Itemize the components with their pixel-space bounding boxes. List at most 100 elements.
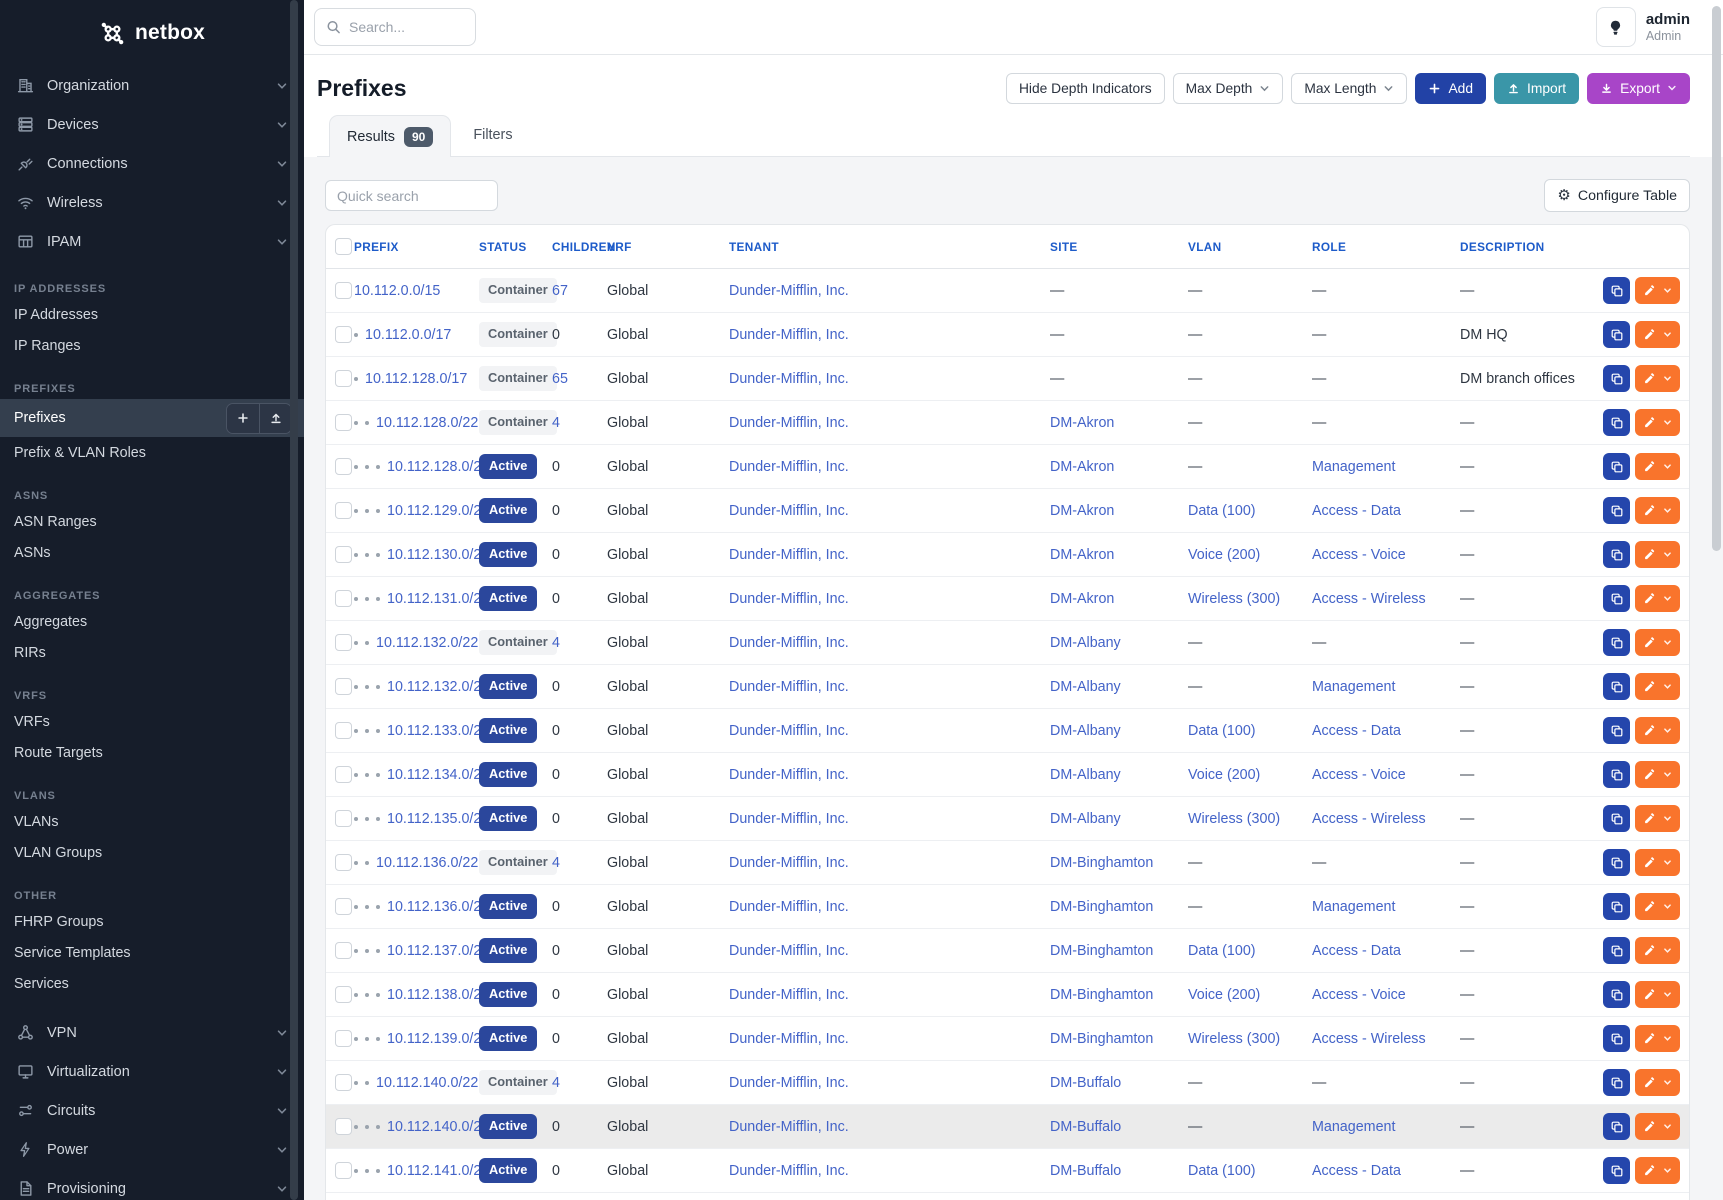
clone-button[interactable] bbox=[1603, 1113, 1630, 1140]
site-link[interactable]: DM-Akron bbox=[1050, 590, 1115, 607]
role-link[interactable]: Access - Voice bbox=[1312, 546, 1406, 563]
role-link[interactable]: Access - Wireless bbox=[1312, 810, 1426, 827]
tenant-link[interactable]: Dunder-Mifflin, Inc. bbox=[729, 282, 849, 299]
tenant-link[interactable]: Dunder-Mifflin, Inc. bbox=[729, 326, 849, 343]
role-link[interactable]: Management bbox=[1312, 1118, 1396, 1135]
vlan-link[interactable]: Voice (200) bbox=[1188, 546, 1261, 563]
prefix-link[interactable]: 10.112.130.0/24 bbox=[387, 546, 490, 563]
site-link[interactable]: DM-Albany bbox=[1050, 810, 1121, 827]
tenant-link[interactable]: Dunder-Mifflin, Inc. bbox=[729, 722, 849, 739]
prefix-link[interactable]: 10.112.132.0/28 bbox=[387, 678, 490, 695]
clone-button[interactable] bbox=[1603, 717, 1630, 744]
clone-button[interactable] bbox=[1603, 1025, 1630, 1052]
tenant-link[interactable]: Dunder-Mifflin, Inc. bbox=[729, 546, 849, 563]
column-header-vrf[interactable]: VRF bbox=[607, 239, 632, 254]
edit-button[interactable] bbox=[1635, 1025, 1680, 1052]
prefix-link[interactable]: 10.112.140.0/22 bbox=[376, 1074, 479, 1091]
prefix-link[interactable]: 10.112.0.0/17 bbox=[365, 326, 452, 343]
row-checkbox[interactable] bbox=[335, 546, 352, 563]
upload-button[interactable] bbox=[259, 403, 291, 433]
prefix-link[interactable]: 10.112.129.0/24 bbox=[387, 502, 490, 519]
tenant-link[interactable]: Dunder-Mifflin, Inc. bbox=[729, 590, 849, 607]
sidebar-scrollbar[interactable] bbox=[290, 0, 298, 1200]
edit-button[interactable] bbox=[1635, 585, 1680, 612]
children-count-link[interactable]: 4 bbox=[552, 1074, 560, 1091]
row-checkbox[interactable] bbox=[335, 634, 352, 651]
tenant-link[interactable]: Dunder-Mifflin, Inc. bbox=[729, 678, 849, 695]
vlan-link[interactable]: Data (100) bbox=[1188, 722, 1256, 739]
prefix-link[interactable]: 10.112.0.0/15 bbox=[354, 282, 441, 299]
children-count-link[interactable]: 4 bbox=[552, 634, 560, 651]
row-checkbox[interactable] bbox=[335, 1074, 352, 1091]
clone-button[interactable] bbox=[1603, 321, 1630, 348]
tab-filters[interactable]: Filters bbox=[451, 114, 534, 156]
user-info[interactable]: admin Admin bbox=[1646, 11, 1690, 44]
netbox-logo[interactable]: netbox bbox=[0, 0, 304, 56]
row-checkbox[interactable] bbox=[335, 326, 352, 343]
row-checkbox[interactable] bbox=[335, 370, 352, 387]
clone-button[interactable] bbox=[1603, 541, 1630, 568]
quick-search-input[interactable] bbox=[325, 180, 498, 211]
sidebar-item-devices[interactable]: Devices bbox=[0, 105, 304, 144]
edit-button[interactable] bbox=[1635, 761, 1680, 788]
tenant-link[interactable]: Dunder-Mifflin, Inc. bbox=[729, 986, 849, 1003]
column-header-site[interactable]: SITE bbox=[1050, 239, 1078, 254]
vlan-link[interactable]: Data (100) bbox=[1188, 942, 1256, 959]
edit-button[interactable] bbox=[1635, 893, 1680, 920]
clone-button[interactable] bbox=[1603, 937, 1630, 964]
column-header-role[interactable]: ROLE bbox=[1312, 239, 1347, 254]
role-link[interactable]: Management bbox=[1312, 458, 1396, 475]
row-checkbox[interactable] bbox=[335, 458, 352, 475]
row-checkbox[interactable] bbox=[335, 986, 352, 1003]
clone-button[interactable] bbox=[1603, 1069, 1630, 1096]
vlan-link[interactable]: Voice (200) bbox=[1188, 766, 1261, 783]
role-link[interactable]: Access - Wireless bbox=[1312, 590, 1426, 607]
sidebar-item-connections[interactable]: Connections bbox=[0, 144, 304, 183]
site-link[interactable]: DM-Buffalo bbox=[1050, 1074, 1122, 1091]
site-link[interactable]: DM-Akron bbox=[1050, 458, 1115, 475]
edit-button[interactable] bbox=[1635, 277, 1680, 304]
row-checkbox[interactable] bbox=[335, 942, 352, 959]
tenant-link[interactable]: Dunder-Mifflin, Inc. bbox=[729, 1074, 849, 1091]
children-count-link[interactable]: 65 bbox=[552, 370, 568, 387]
edit-button[interactable] bbox=[1635, 1157, 1680, 1184]
sidebar-item-services[interactable]: Services bbox=[0, 968, 304, 999]
clone-button[interactable] bbox=[1603, 277, 1630, 304]
sidebar-item-ip-addresses[interactable]: IP Addresses bbox=[0, 299, 304, 330]
prefix-link[interactable]: 10.112.141.0/24 bbox=[387, 1162, 490, 1179]
row-checkbox[interactable] bbox=[335, 282, 352, 299]
import-button[interactable]: Import bbox=[1494, 72, 1580, 104]
tenant-link[interactable]: Dunder-Mifflin, Inc. bbox=[729, 1030, 849, 1047]
column-header-status[interactable]: STATUS bbox=[479, 239, 527, 254]
configure-table-button[interactable]: ⚙ Configure Table bbox=[1544, 179, 1690, 212]
role-link[interactable]: Access - Data bbox=[1312, 722, 1401, 739]
row-checkbox[interactable] bbox=[335, 1030, 352, 1047]
site-link[interactable]: DM-Binghamton bbox=[1050, 898, 1154, 915]
clone-button[interactable] bbox=[1603, 761, 1630, 788]
tenant-link[interactable]: Dunder-Mifflin, Inc. bbox=[729, 458, 849, 475]
sidebar-item-vrfs[interactable]: VRFs bbox=[0, 706, 304, 737]
column-header-description[interactable]: DESCRIPTION bbox=[1460, 239, 1545, 254]
sidebar-item-provisioning[interactable]: Provisioning bbox=[0, 1169, 304, 1200]
prefix-link[interactable]: 10.112.140.0/28 bbox=[387, 1118, 490, 1135]
role-link[interactable]: Management bbox=[1312, 898, 1396, 915]
site-link[interactable]: DM-Akron bbox=[1050, 502, 1115, 519]
clone-button[interactable] bbox=[1603, 365, 1630, 392]
site-link[interactable]: DM-Albany bbox=[1050, 678, 1121, 695]
vlan-link[interactable]: Wireless (300) bbox=[1188, 810, 1281, 827]
sidebar-item-route-targets[interactable]: Route Targets bbox=[0, 737, 304, 768]
column-header-prefix[interactable]: PREFIX bbox=[354, 239, 399, 254]
site-link[interactable]: DM-Binghamton bbox=[1050, 986, 1154, 1003]
site-link[interactable]: DM-Albany bbox=[1050, 722, 1121, 739]
children-count-link[interactable]: 4 bbox=[552, 854, 560, 871]
tenant-link[interactable]: Dunder-Mifflin, Inc. bbox=[729, 766, 849, 783]
sidebar-item-organization[interactable]: Organization bbox=[0, 66, 304, 105]
edit-button[interactable] bbox=[1635, 541, 1680, 568]
edit-button[interactable] bbox=[1635, 981, 1680, 1008]
max-depth-dropdown[interactable]: Max Depth bbox=[1172, 72, 1284, 104]
sidebar-item-fhrp-groups[interactable]: FHRP Groups bbox=[0, 906, 304, 937]
sidebar-item-vpn[interactable]: VPN bbox=[0, 1013, 304, 1052]
row-checkbox[interactable] bbox=[335, 590, 352, 607]
row-checkbox[interactable] bbox=[335, 414, 352, 431]
role-link[interactable]: Access - Data bbox=[1312, 502, 1401, 519]
